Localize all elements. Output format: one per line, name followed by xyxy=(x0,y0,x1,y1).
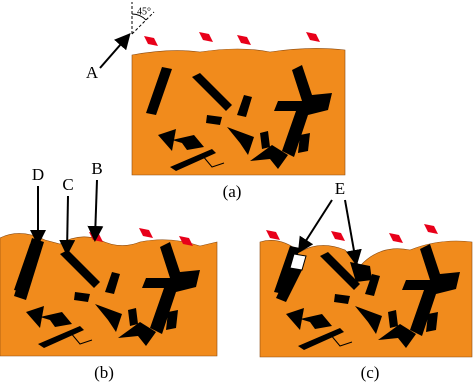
caption-c: (c) xyxy=(361,363,380,382)
panel-b: D C B (b) xyxy=(0,159,218,382)
panel-a: 45° A (a) xyxy=(86,2,346,201)
label-d: D xyxy=(32,165,44,184)
caption-a: (a) xyxy=(223,182,242,201)
caption-b: (b) xyxy=(94,363,114,382)
label-b: B xyxy=(91,159,102,178)
panel-c: E (c) xyxy=(259,179,473,382)
angle-label: 45° xyxy=(137,6,151,17)
label-a: A xyxy=(86,63,99,82)
label-c: C xyxy=(62,175,73,194)
label-e: E xyxy=(335,179,345,198)
